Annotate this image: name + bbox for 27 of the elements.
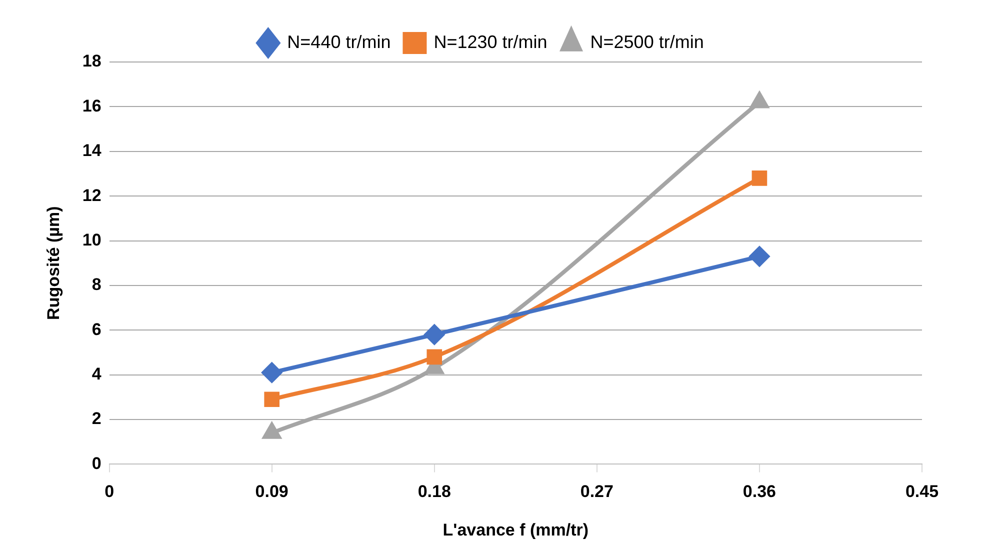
legend-label: N=440 tr/min [287, 32, 391, 52]
point [752, 170, 768, 186]
x-tick-label: 0 [104, 482, 114, 502]
y-tick-label: 12 [82, 186, 102, 205]
y-tick-label: 8 [92, 275, 102, 294]
y-tick-label: 18 [82, 52, 102, 71]
x-axis-title: L'avance f (mm/tr) [442, 520, 589, 540]
y-tick-label: 16 [82, 96, 102, 116]
y-tick-label: 14 [82, 141, 102, 160]
x-tick-label: 0.36 [742, 482, 776, 502]
y-axis-title: Rugosité (µm) [44, 206, 63, 320]
legend-label: N=1230 tr/min [434, 32, 548, 52]
y-tick-label: 4 [92, 364, 102, 384]
x-tick-label: 0.27 [580, 482, 614, 502]
point [262, 362, 282, 383]
point [426, 349, 442, 365]
x-tick-label: 0.45 [905, 482, 939, 502]
x-tick-label: 0.09 [255, 482, 288, 502]
point [424, 324, 444, 345]
y-tick-label: 0 [92, 454, 102, 473]
point [749, 246, 770, 266]
point [264, 392, 280, 408]
legend-label: N=2500 tr/min [590, 32, 704, 52]
y-tick-label: 6 [92, 320, 102, 339]
y-tick-label: 2 [92, 409, 102, 428]
x-tick-label: 0.18 [418, 482, 451, 502]
y-tick-label: 10 [82, 230, 102, 250]
